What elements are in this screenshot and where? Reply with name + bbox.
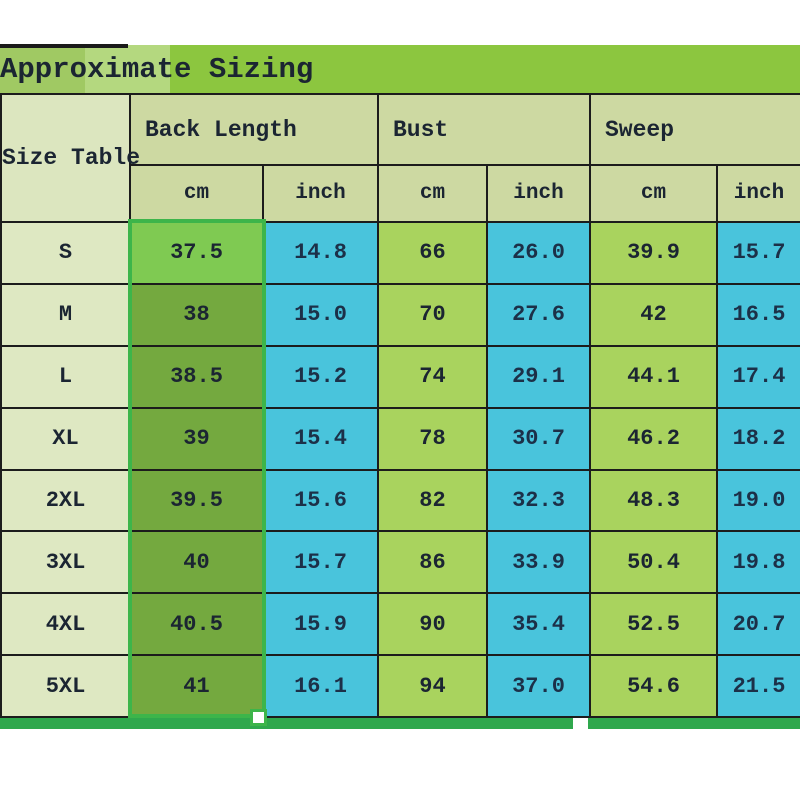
corner-label: Size Table — [2, 145, 141, 171]
col-group-bust: Bust — [379, 95, 589, 164]
bust-cm-cell: 82 — [379, 470, 486, 531]
unit-header-bust-cm: cm — [379, 166, 486, 221]
size-cell: XL — [2, 408, 129, 469]
bottom-green-strip — [0, 718, 800, 729]
bust-inch-cell: 37.0 — [488, 656, 589, 717]
sweep-cm-cell: 48.3 — [591, 470, 716, 531]
back-length-inch-cell: 15.7 — [264, 532, 377, 593]
size-cell: 2XL — [2, 470, 129, 531]
sweep-cm-cell: 39.9 — [591, 223, 716, 283]
unit-header-back-inch: inch — [264, 166, 377, 221]
bust-cm-cell: 78 — [379, 408, 486, 469]
back-length-cm-cell: 39.5 — [131, 470, 262, 531]
sweep-inch-cell: 16.5 — [718, 284, 800, 345]
back-length-cm-cell: 41 — [131, 656, 262, 717]
back-length-inch-cell: 15.0 — [264, 284, 377, 345]
bottom-strip-gap — [573, 718, 588, 729]
bust-cm-cell: 66 — [379, 223, 486, 283]
bust-inch-cell: 35.4 — [488, 594, 589, 655]
bust-cm-cell: 74 — [379, 346, 486, 407]
bust-cm-cell: 70 — [379, 284, 486, 345]
title-bar-shade-mid — [85, 45, 170, 93]
back-length-inch-cell: 15.6 — [264, 470, 377, 531]
bust-cm-cell: 94 — [379, 656, 486, 717]
sweep-inch-cell: 21.5 — [718, 656, 800, 717]
back-length-cm-cell: 40.5 — [131, 594, 262, 655]
sweep-cm-cell: 44.1 — [591, 346, 716, 407]
bust-inch-cell: 29.1 — [488, 346, 589, 407]
bust-inch-cell: 27.6 — [488, 284, 589, 345]
bust-inch-cell: 30.7 — [488, 408, 589, 469]
back-length-inch-cell: 16.1 — [264, 656, 377, 717]
col-group-sweep: Sweep — [591, 95, 800, 164]
sweep-inch-cell: 20.7 — [718, 594, 800, 655]
back-length-inch-cell: 15.4 — [264, 408, 377, 469]
sizing-table: Size Table Back Length Bust Sweep cm inc… — [0, 93, 800, 720]
sweep-inch-cell: 18.2 — [718, 408, 800, 469]
back-length-cm-cell: 37.5 — [131, 223, 262, 283]
back-length-inch-cell: 14.8 — [264, 223, 377, 283]
unit-header-sweep-inch: inch — [718, 166, 800, 221]
back-length-cm-cell: 38 — [131, 284, 262, 345]
page-title: Approximate Sizing — [0, 52, 314, 86]
sweep-inch-cell: 19.0 — [718, 470, 800, 531]
back-length-inch-cell: 15.2 — [264, 346, 377, 407]
sweep-cm-cell: 54.6 — [591, 656, 716, 717]
bust-cm-cell: 86 — [379, 532, 486, 593]
bust-inch-cell: 32.3 — [488, 470, 589, 531]
back-length-cm-cell: 39 — [131, 408, 262, 469]
size-cell: L — [2, 346, 129, 407]
sweep-inch-cell: 15.7 — [718, 223, 800, 283]
sweep-cm-cell: 42 — [591, 284, 716, 345]
unit-header-sweep-cm: cm — [591, 166, 716, 221]
size-cell: 5XL — [2, 656, 129, 717]
sweep-cm-cell: 50.4 — [591, 532, 716, 593]
title-top-border — [0, 44, 128, 48]
sweep-cm-cell: 46.2 — [591, 408, 716, 469]
size-cell: S — [2, 223, 129, 283]
col-group-back-length: Back Length — [131, 95, 377, 164]
size-cell: 4XL — [2, 594, 129, 655]
bust-cm-cell: 90 — [379, 594, 486, 655]
back-length-inch-cell: 15.9 — [264, 594, 377, 655]
size-cell: 3XL — [2, 532, 129, 593]
sweep-inch-cell: 19.8 — [718, 532, 800, 593]
selection-handle — [250, 709, 267, 726]
title-bar-shade-left — [0, 45, 85, 93]
back-length-cm-cell: 38.5 — [131, 346, 262, 407]
size-cell: M — [2, 284, 129, 345]
title-bar: Approximate Sizing — [0, 45, 800, 93]
unit-header-bust-inch: inch — [488, 166, 589, 221]
sweep-cm-cell: 52.5 — [591, 594, 716, 655]
unit-header-back-cm: cm — [131, 166, 262, 221]
sweep-inch-cell: 17.4 — [718, 346, 800, 407]
corner-cell: Size Table — [2, 95, 140, 221]
back-length-cm-cell: 40 — [131, 532, 262, 593]
bust-inch-cell: 26.0 — [488, 223, 589, 283]
bust-inch-cell: 33.9 — [488, 532, 589, 593]
